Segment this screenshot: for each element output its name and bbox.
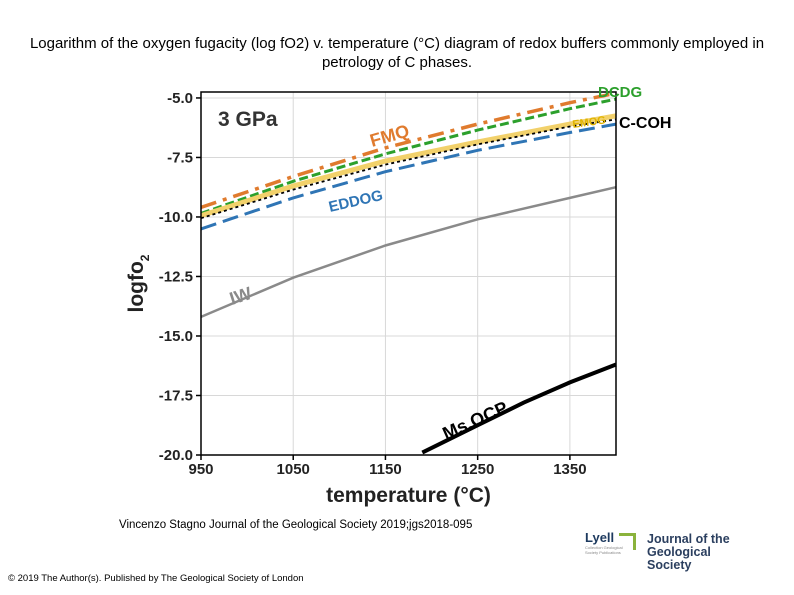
annotation-fmq: FMQ xyxy=(368,121,412,151)
series-line-c-coh xyxy=(200,118,617,220)
journal-logo: Lyell Collection Geological Society Publ… xyxy=(585,530,755,572)
annotation-ms-ocp: Ms.OCP xyxy=(439,397,510,443)
lyell-logo-subtext: Collection Geological Society Publicatio… xyxy=(585,545,623,555)
lyell-logo-text: Lyell xyxy=(585,530,615,545)
annotation-emog: EMOG xyxy=(572,114,607,131)
y-tick-label: -17.5 xyxy=(159,387,193,404)
axes: 950 1050 1150 1250 1350 -5.0 -7.5 -10.0 -12.5 -15… xyxy=(125,90,587,507)
x-tick-label: 1050 xyxy=(277,461,310,478)
figure-title: Logarithm of the oxygen fugacity (log fO… xyxy=(29,35,765,71)
plot-frame xyxy=(200,91,617,456)
series-line-ms-ocp xyxy=(421,362,617,455)
y-tick-label: -5.0 xyxy=(167,90,193,107)
y-tick-label: -12.5 xyxy=(159,268,193,285)
series-layer xyxy=(200,91,617,455)
y-tick-label: -15.0 xyxy=(159,328,193,345)
series-line-fmq xyxy=(200,91,617,210)
x-tick-label: 950 xyxy=(188,461,213,478)
pressure-label: 3 GPa xyxy=(218,108,278,131)
y-axis-label: logfo2 xyxy=(125,254,152,312)
annotation-dcdg: DCDG xyxy=(598,84,642,101)
y-tick-label: -10.0 xyxy=(159,209,193,226)
series-line-dcdg xyxy=(200,97,617,215)
annotation-iw: IW xyxy=(227,283,254,309)
citation: Vincenzo Stagno Journal of the Geologica… xyxy=(119,519,473,531)
y-tick-label: -7.5 xyxy=(167,149,193,166)
series-line-eddog xyxy=(200,122,617,231)
x-axis-label: temperature (°C) xyxy=(326,484,491,507)
annotation-eddog: EDDOG xyxy=(327,187,384,216)
series-line-iw xyxy=(200,185,617,319)
x-tick-label: 1350 xyxy=(553,461,586,478)
annotation-c-coh: C-COH xyxy=(619,115,671,132)
arrow-icon xyxy=(619,533,636,550)
x-tick-label: 1150 xyxy=(369,461,402,478)
y-tick-label: -20.0 xyxy=(159,447,193,464)
grid xyxy=(200,92,616,456)
x-tick-label: 1250 xyxy=(461,461,494,478)
copyright: © 2019 The Author(s). Published by The G… xyxy=(8,573,304,584)
journal-name: Journal of the Geological Society xyxy=(647,532,730,572)
y-axis-label-subscript: 2 xyxy=(138,254,152,261)
series-line-emog xyxy=(200,113,617,219)
